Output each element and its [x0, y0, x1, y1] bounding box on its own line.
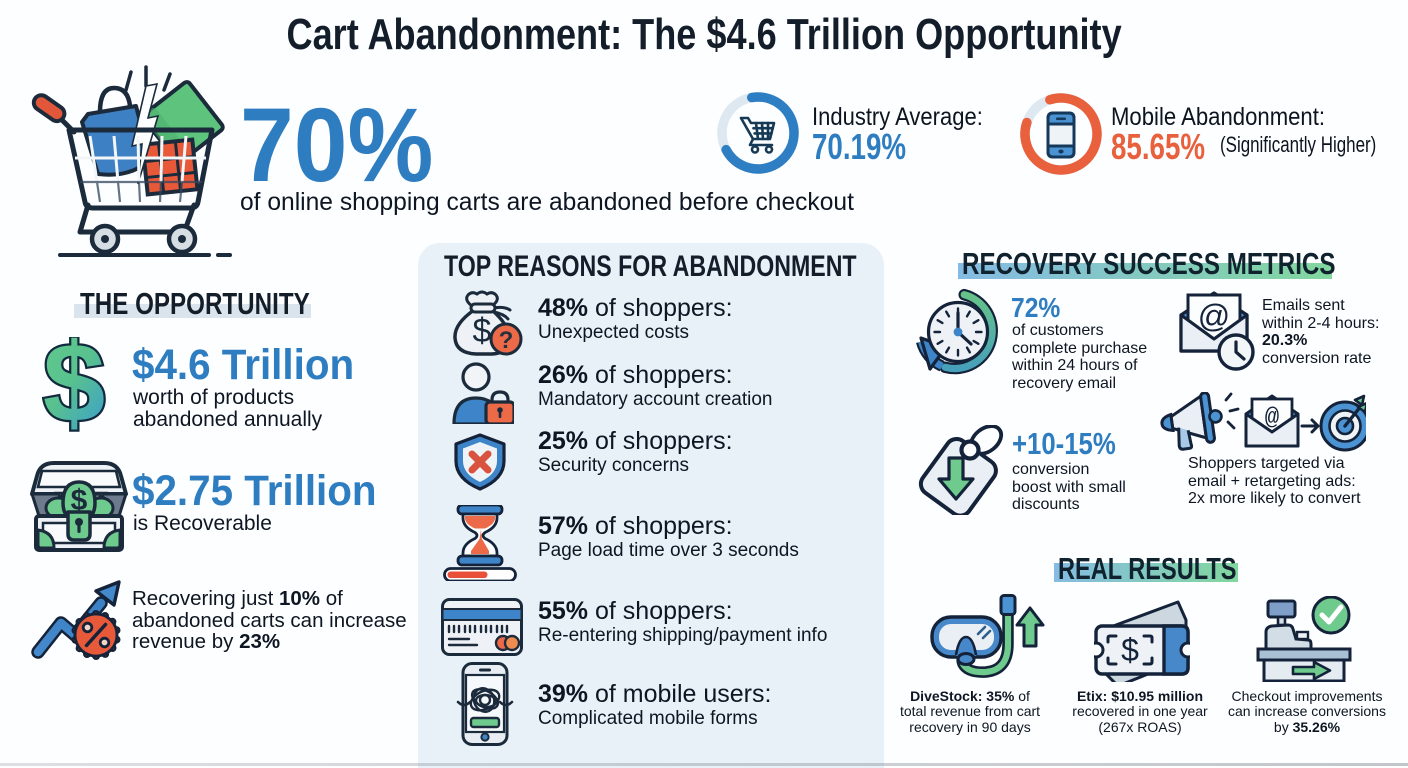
- svg-text:$: $: [43, 337, 105, 433]
- svg-text:$: $: [71, 484, 88, 517]
- svg-text:@: @: [1198, 298, 1230, 334]
- svg-text:@: @: [1265, 405, 1279, 432]
- svg-text:$: $: [473, 312, 492, 350]
- svg-text:$: $: [1121, 632, 1139, 668]
- svg-text:?: ?: [499, 327, 514, 354]
